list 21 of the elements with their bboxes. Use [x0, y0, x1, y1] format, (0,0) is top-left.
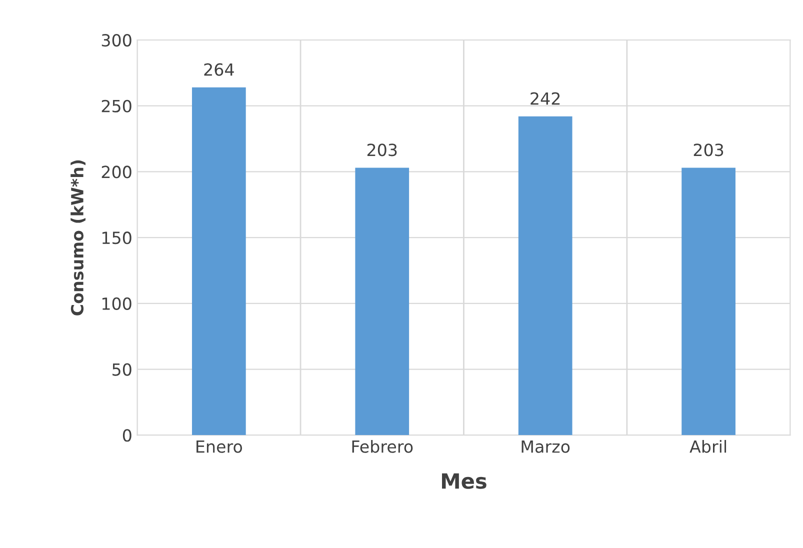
- y-tick-label: 300: [102, 34, 132, 47]
- x-axis-title: Mes: [442, 473, 486, 489]
- y-tick-label: 250: [102, 100, 132, 112]
- y-tick-label: 50: [112, 363, 132, 376]
- data-label: 264: [204, 63, 234, 76]
- bar: [355, 168, 410, 436]
- data-label: 203: [694, 144, 724, 156]
- data-label: 242: [530, 92, 560, 105]
- data-label: 203: [367, 144, 397, 156]
- x-tick-label: Enero: [196, 440, 242, 453]
- bar: [518, 116, 572, 436]
- y-axis-title: Consumo (kW*h): [70, 160, 86, 316]
- y-tick-label: 0: [122, 429, 132, 442]
- bar: [192, 87, 246, 436]
- x-tick-label: Marzo: [522, 440, 570, 453]
- y-tick-label: 200: [102, 166, 132, 178]
- y-tick-label: 150: [102, 232, 132, 244]
- x-tick-label: Febrero: [352, 440, 413, 453]
- y-tick-label: 100: [102, 297, 132, 310]
- x-tick-label: Abril: [690, 440, 726, 453]
- bar: [682, 168, 736, 436]
